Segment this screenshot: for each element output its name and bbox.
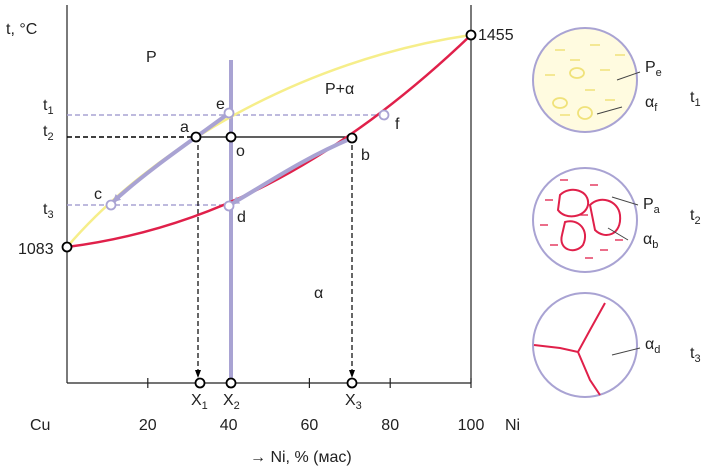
liquid-path-arrow [114, 113, 229, 201]
point-label: o [236, 143, 245, 160]
text: 2 [694, 215, 700, 227]
text: α [643, 231, 652, 248]
phase-diagram: 20 40 60 80 100 t, °C P P+α α 1083 1455 t1 t… [0, 0, 709, 471]
text: 1 [202, 400, 208, 412]
text: b [652, 239, 658, 251]
axes [67, 5, 471, 383]
text: α [645, 94, 654, 111]
text: d [654, 344, 660, 356]
text: 1 [694, 97, 700, 109]
x-tick-label: 100 [458, 417, 485, 434]
text: P [645, 59, 656, 76]
text: X [223, 392, 234, 409]
axis-start: Cu [30, 417, 50, 434]
x-tick-label: 20 [139, 417, 157, 434]
text: 2 [47, 131, 53, 143]
composition-label: X3 [345, 392, 362, 412]
melting-point: 1455 [478, 27, 514, 44]
text: 3 [356, 400, 362, 412]
x-tick-label: 60 [301, 417, 319, 434]
region-label: P+α [325, 81, 354, 98]
structure-label: Pa [643, 196, 661, 216]
structure-3 [533, 293, 640, 397]
solidus [67, 35, 471, 247]
structure-2 [533, 168, 638, 272]
structure-temperature: t1 [690, 89, 701, 109]
text: X [191, 392, 202, 409]
point-label: a [180, 119, 189, 136]
structure-label: αd [645, 336, 660, 356]
structure-1 [533, 28, 640, 132]
structure-temperature: t2 [690, 207, 701, 227]
text: 3 [694, 353, 700, 365]
axis-end: Ni [505, 417, 520, 434]
structure-temperature: t3 [690, 345, 701, 365]
x-axis-label: → Ni, % (мас) [250, 449, 352, 466]
point-label: f [395, 116, 400, 133]
x-tick-label: 80 [381, 417, 399, 434]
text: P [643, 196, 654, 213]
x-tick-label: 40 [220, 417, 238, 434]
region-label: P [146, 49, 157, 66]
structure-label: αb [643, 231, 658, 251]
temperature-label: t3 [43, 201, 54, 221]
text: 2 [234, 400, 240, 412]
structure-label: Pe [645, 59, 662, 79]
composition-label: X1 [191, 392, 208, 412]
structure-label: αf [645, 94, 658, 114]
text: a [654, 204, 661, 216]
text: 3 [47, 209, 53, 221]
text: f [654, 102, 658, 114]
temperature-label: t2 [43, 123, 54, 143]
point-label: e [216, 96, 225, 113]
text: X [345, 392, 356, 409]
liquidus [67, 35, 471, 247]
point-label: b [361, 147, 370, 164]
text: e [656, 67, 662, 79]
region-label: α [314, 285, 323, 302]
melting-point: 1083 [18, 241, 54, 258]
points [63, 31, 476, 388]
text: α [645, 336, 654, 353]
y-axis-label: t, °C [6, 21, 37, 38]
composition-label: X2 [223, 392, 240, 412]
point-label: c [94, 186, 102, 203]
text: 1 [47, 105, 53, 117]
temperature-label: t1 [43, 97, 54, 117]
point-label: d [237, 209, 246, 226]
